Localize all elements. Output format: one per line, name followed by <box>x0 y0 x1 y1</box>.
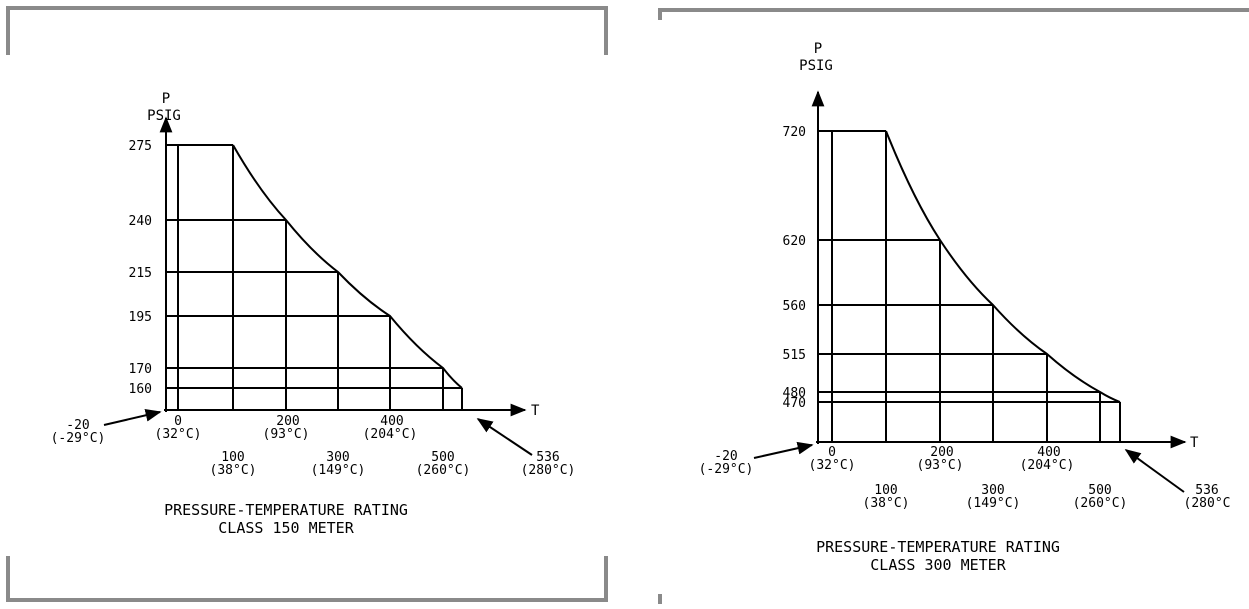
y-axis-unit: PSIG <box>147 108 181 124</box>
x-tick-label: 300 <box>326 450 349 465</box>
right-callout-celsius: (280°C <box>1184 496 1231 511</box>
x-tick-label: 100 <box>874 483 897 498</box>
chart-caption-line-1: PRESSURE-TEMPERATURE RATING <box>816 538 1060 556</box>
x-tick-celsius-label: (38°C) <box>210 463 257 478</box>
chart-caption-line-2: CLASS 300 METER <box>870 556 1006 574</box>
y-tick-label: 195 <box>129 310 152 325</box>
y-tick-label: 240 <box>129 214 152 229</box>
x-tick-label: 500 <box>431 450 454 465</box>
x-tick-label: 300 <box>981 483 1004 498</box>
x-axis-symbol: T <box>1190 435 1199 451</box>
left-callout-arrow <box>103 409 162 426</box>
x-tick-celsius-label: (32°C) <box>809 458 856 473</box>
x-tick-label: 0 <box>828 445 836 460</box>
x-tick-celsius-label: (149°C) <box>311 463 366 478</box>
y-tick-label: 160 <box>129 382 152 397</box>
right-callout-value: 536 <box>1195 483 1218 498</box>
frame-right-panel <box>658 8 1249 604</box>
rating-curve <box>232 144 463 389</box>
x-tick-label: 200 <box>930 445 953 460</box>
x-axis-symbol: T <box>531 403 540 419</box>
x-tick-label: 100 <box>221 450 244 465</box>
right-callout-celsius: (280°C) <box>521 463 576 478</box>
y-tick-label: 620 <box>783 234 806 249</box>
x-tick-celsius-label: (204°C) <box>1020 458 1075 473</box>
y-tick-label: 515 <box>783 348 806 363</box>
left-callout-arrow <box>753 441 814 459</box>
y-axis-symbol: P <box>814 41 822 57</box>
x-tick-label: 400 <box>1037 445 1060 460</box>
x-tick-celsius-label: (260°C) <box>416 463 471 478</box>
y-tick-label: 480 <box>783 386 806 401</box>
x-tick-celsius-label: (204°C) <box>363 427 418 442</box>
y-tick-label: 215 <box>129 266 152 281</box>
x-tick-celsius-label: (93°C) <box>917 458 964 473</box>
y-tick-label: 170 <box>129 362 152 377</box>
chart-caption-line-1: PRESSURE-TEMPERATURE RATING <box>164 501 408 519</box>
x-tick-label: 500 <box>1088 483 1111 498</box>
x-tick-label: 400 <box>380 414 403 429</box>
x-tick-label: 0 <box>174 414 182 429</box>
chart-caption-line-2: CLASS 150 METER <box>218 519 354 537</box>
x-tick-celsius-label: (149°C) <box>966 496 1021 511</box>
right-callout-value: 536 <box>536 450 559 465</box>
x-tick-celsius-label: (32°C) <box>155 427 202 442</box>
y-tick-label: 720 <box>783 125 806 140</box>
x-tick-celsius-label: (260°C) <box>1073 496 1128 511</box>
x-tick-celsius-label: (38°C) <box>863 496 910 511</box>
right-callout-arrow <box>1124 449 1185 493</box>
frame-left-panel <box>6 6 608 602</box>
right-callout-arrow <box>476 418 533 456</box>
x-tick-label: 200 <box>276 414 299 429</box>
left-callout-celsius: (-29°C) <box>51 431 106 446</box>
left-callout-celsius: (-29°C) <box>699 462 754 477</box>
rating-curve <box>885 130 1121 403</box>
y-tick-label: 470 <box>783 396 806 411</box>
y-axis-unit: PSIG <box>799 58 833 74</box>
left-callout-value: -20 <box>66 418 89 433</box>
y-axis-symbol: P <box>162 91 170 107</box>
x-tick-celsius-label: (93°C) <box>263 427 310 442</box>
y-tick-label: 275 <box>129 139 152 154</box>
left-callout-value: -20 <box>714 449 737 464</box>
y-tick-label: 560 <box>783 299 806 314</box>
